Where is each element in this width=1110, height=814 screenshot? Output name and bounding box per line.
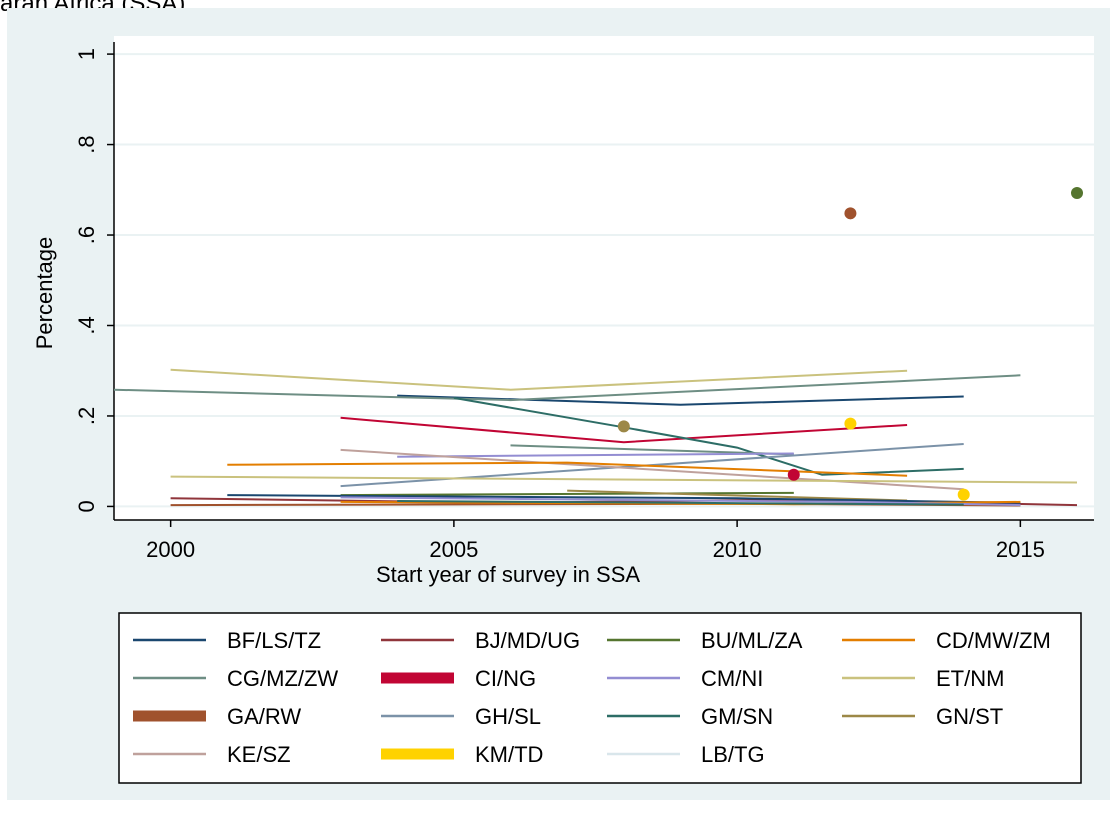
y-tick-label: 1	[74, 48, 99, 60]
legend-label: BU/ML/ZA	[701, 628, 803, 653]
y-tick-label: .6	[74, 226, 99, 244]
legend-label: CG/MZ/ZW	[227, 666, 338, 691]
legend-label: BF/LS/TZ	[227, 628, 321, 653]
series-line	[340, 496, 1021, 507]
legend-label: CD/MW/ZM	[936, 628, 1051, 653]
series-line	[340, 448, 964, 491]
series-line	[397, 452, 794, 458]
plot-area	[114, 36, 1094, 520]
series-line	[170, 475, 1078, 484]
chart-panel: 0 .2 .4 .6 .8 1 2000 2005 2010 2015 Start year of …	[7, 8, 1110, 800]
series-line	[397, 500, 964, 506]
series-line	[340, 416, 908, 444]
legend-label: GM/SN	[701, 704, 773, 729]
data-point	[844, 417, 857, 430]
legend-label: BJ/MD/UG	[475, 628, 580, 653]
y-tick-label: .2	[74, 407, 99, 425]
y-axis-title: Percentage	[32, 237, 57, 350]
y-tick-label: .4	[74, 316, 99, 334]
legend-label: GN/ST	[936, 704, 1003, 729]
series-line	[227, 494, 1021, 504]
data-point	[1071, 186, 1084, 199]
data-point	[787, 468, 800, 481]
legend-label: ET/NM	[936, 666, 1004, 691]
series-line	[453, 396, 964, 476]
y-tick-label: .8	[74, 135, 99, 153]
x-tick-label: 2000	[146, 537, 195, 562]
x-tick-label: 2015	[996, 537, 1045, 562]
legend-label: GA/RW	[227, 704, 301, 729]
legend-label: GH/SL	[475, 704, 541, 729]
x-axis-title: Start year of survey in SSA	[376, 562, 640, 587]
data-point	[957, 488, 970, 501]
legend-label: KM/TD	[475, 742, 543, 767]
legend-label: CI/NG	[475, 666, 536, 691]
data-point	[617, 420, 630, 433]
data-point	[844, 207, 857, 220]
legend-label: CM/NI	[701, 666, 763, 691]
x-tick-label: 2005	[429, 537, 478, 562]
series-line	[113, 374, 1021, 402]
series-line	[567, 489, 908, 502]
y-tick-label: 0	[74, 500, 99, 512]
series-line	[340, 491, 794, 497]
line-chart: 0 .2 .4 .6 .8 1 2000 2005 2010 2015 Start year of …	[32, 36, 1094, 784]
legend-box	[118, 612, 1082, 784]
legend-label: LB/TG	[701, 742, 765, 767]
legend-label: KE/SZ	[227, 742, 291, 767]
x-tick-label: 2010	[713, 537, 762, 562]
series-line	[170, 368, 908, 391]
